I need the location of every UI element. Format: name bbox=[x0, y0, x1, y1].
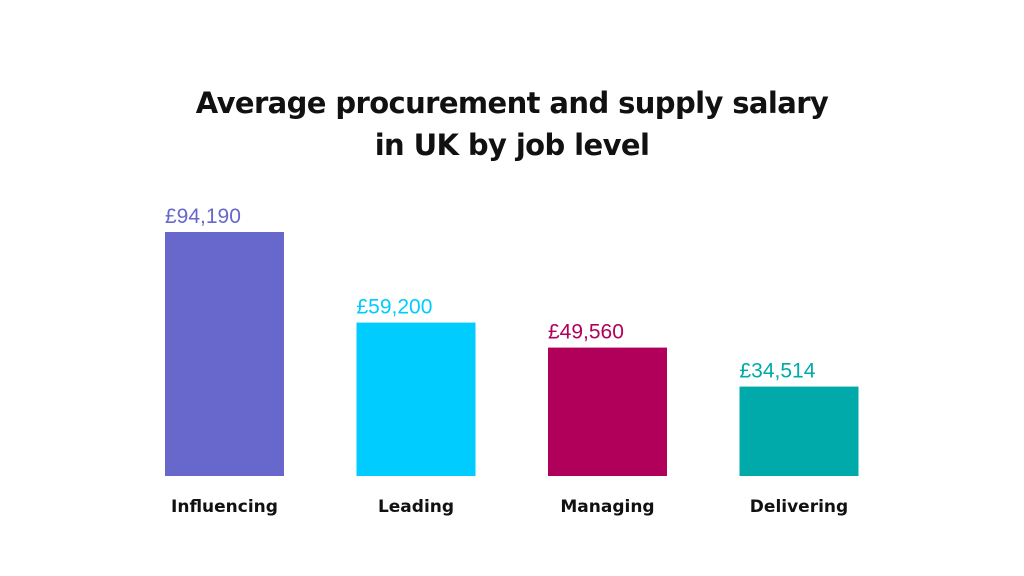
value-label-influencing: £94,190 bbox=[165, 205, 241, 228]
chart-title: Average procurement and supply salary in… bbox=[0, 82, 1024, 166]
chart-title-line-2: in UK by job level bbox=[374, 128, 650, 162]
category-label-managing: Managing bbox=[560, 497, 654, 517]
bar-influencing bbox=[165, 232, 284, 476]
bar-leading bbox=[356, 322, 476, 476]
value-label-leading: £59,200 bbox=[357, 296, 433, 319]
bar-delivering bbox=[739, 386, 859, 476]
category-label-leading: Leading bbox=[378, 497, 454, 517]
value-label-managing: £49,560 bbox=[548, 321, 624, 344]
category-label-influencing: Influencing bbox=[171, 497, 278, 517]
chart-title-line-1: Average procurement and supply salary bbox=[195, 86, 829, 120]
value-label-delivering: £34,514 bbox=[740, 360, 816, 383]
bar-managing bbox=[548, 347, 667, 476]
category-label-delivering: Delivering bbox=[750, 497, 848, 517]
